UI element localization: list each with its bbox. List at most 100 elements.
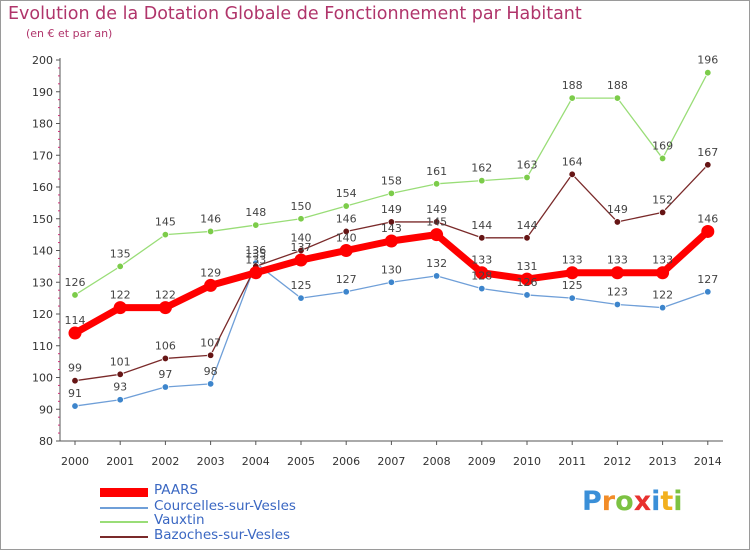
y-tick-label: 150 bbox=[32, 213, 53, 226]
data-label: 91 bbox=[68, 387, 82, 400]
logo-letter: t bbox=[660, 486, 674, 517]
data-label: 106 bbox=[155, 339, 176, 352]
y-tick-label: 190 bbox=[32, 86, 53, 99]
chart-subtitle: (en € et par an) bbox=[26, 27, 113, 40]
data-point bbox=[252, 221, 260, 229]
data-point bbox=[71, 291, 79, 299]
data-point bbox=[71, 402, 79, 410]
x-tick-label: 2009 bbox=[468, 455, 496, 468]
x-tick-label: 2004 bbox=[242, 455, 270, 468]
legend-swatch bbox=[100, 521, 148, 523]
data-label: 122 bbox=[110, 289, 131, 302]
data-label: 133 bbox=[471, 254, 492, 267]
data-point bbox=[523, 234, 531, 242]
logo-letter: o bbox=[615, 486, 634, 517]
data-label: 154 bbox=[336, 187, 357, 200]
data-point bbox=[161, 383, 170, 391]
x-tick-label: 2008 bbox=[423, 455, 451, 468]
data-point bbox=[297, 215, 305, 223]
data-label: 122 bbox=[155, 289, 176, 302]
legend-label: Bazoches-sur-Vesles bbox=[154, 527, 291, 543]
data-point bbox=[432, 272, 441, 280]
logo-letter: P bbox=[582, 486, 602, 517]
y-tick-label: 160 bbox=[32, 181, 53, 194]
data-label: 127 bbox=[336, 273, 357, 286]
data-label: 135 bbox=[110, 247, 131, 260]
data-point bbox=[342, 288, 350, 296]
data-point bbox=[613, 300, 622, 309]
data-point bbox=[478, 284, 486, 293]
data-label: 131 bbox=[517, 260, 538, 273]
y-tick-label: 130 bbox=[32, 276, 53, 289]
data-point bbox=[204, 278, 218, 292]
x-tick-label: 2011 bbox=[558, 455, 586, 468]
data-label: 150 bbox=[291, 200, 312, 213]
data-point bbox=[116, 396, 124, 404]
data-label: 188 bbox=[562, 79, 583, 92]
data-point bbox=[658, 303, 667, 312]
logo-letter: r bbox=[601, 486, 616, 517]
data-label: 144 bbox=[471, 219, 492, 232]
data-point bbox=[158, 301, 172, 315]
data-point bbox=[432, 218, 441, 226]
data-label: 98 bbox=[204, 365, 218, 378]
data-point bbox=[520, 272, 534, 286]
x-tick-label: 2014 bbox=[694, 455, 722, 468]
data-label: 128 bbox=[471, 270, 492, 283]
x-tick-label: 2010 bbox=[513, 455, 541, 468]
x-tick-label: 2001 bbox=[106, 455, 134, 468]
legend-swatch bbox=[100, 487, 148, 497]
legend-label: Vauxtin bbox=[154, 512, 205, 528]
data-label: 133 bbox=[652, 254, 673, 267]
data-point bbox=[613, 94, 622, 102]
data-point bbox=[478, 234, 486, 242]
y-tick-label: 120 bbox=[32, 308, 53, 321]
y-tick-label: 110 bbox=[32, 340, 53, 353]
data-point bbox=[161, 354, 170, 363]
x-tick-label: 2007 bbox=[377, 455, 405, 468]
data-point bbox=[704, 68, 712, 77]
data-point bbox=[523, 173, 531, 182]
data-point bbox=[387, 218, 396, 226]
data-label: 135 bbox=[245, 247, 266, 260]
data-label: 125 bbox=[562, 279, 583, 292]
logo-letter: x bbox=[633, 486, 652, 517]
data-label: 133 bbox=[245, 254, 266, 267]
data-label: 146 bbox=[200, 212, 221, 225]
data-point bbox=[613, 218, 622, 226]
data-label: 93 bbox=[113, 381, 127, 394]
data-label: 149 bbox=[426, 203, 447, 216]
proxiti-logo: Proxiti bbox=[582, 486, 683, 517]
legend-swatch bbox=[100, 507, 148, 509]
data-label: 129 bbox=[200, 266, 221, 279]
data-label: 158 bbox=[381, 174, 402, 187]
y-tick-label: 140 bbox=[32, 245, 53, 258]
data-label: 149 bbox=[381, 203, 402, 216]
data-label: 133 bbox=[607, 254, 628, 267]
x-tick-label: 2012 bbox=[603, 455, 631, 468]
data-point bbox=[701, 224, 715, 238]
data-label: 136 bbox=[245, 244, 266, 257]
data-label: 145 bbox=[426, 216, 447, 229]
y-tick-label: 100 bbox=[32, 372, 53, 385]
data-point bbox=[161, 230, 170, 239]
data-point bbox=[430, 228, 444, 242]
legend-label: PAARS bbox=[154, 482, 199, 498]
data-label: 99 bbox=[68, 362, 82, 375]
data-point bbox=[658, 208, 667, 217]
data-point bbox=[68, 326, 82, 340]
data-label: 144 bbox=[517, 219, 538, 232]
data-label: 161 bbox=[426, 165, 447, 178]
data-label: 164 bbox=[562, 155, 583, 168]
data-point bbox=[568, 294, 576, 302]
logo-letter: i bbox=[651, 486, 661, 517]
data-point bbox=[523, 291, 531, 299]
data-label: 188 bbox=[607, 79, 628, 92]
data-point bbox=[206, 351, 215, 359]
data-label: 148 bbox=[245, 206, 266, 219]
data-label: 132 bbox=[426, 257, 447, 270]
logo-letter: i bbox=[673, 486, 683, 517]
data-label: 152 bbox=[652, 193, 673, 206]
data-point bbox=[116, 370, 124, 379]
